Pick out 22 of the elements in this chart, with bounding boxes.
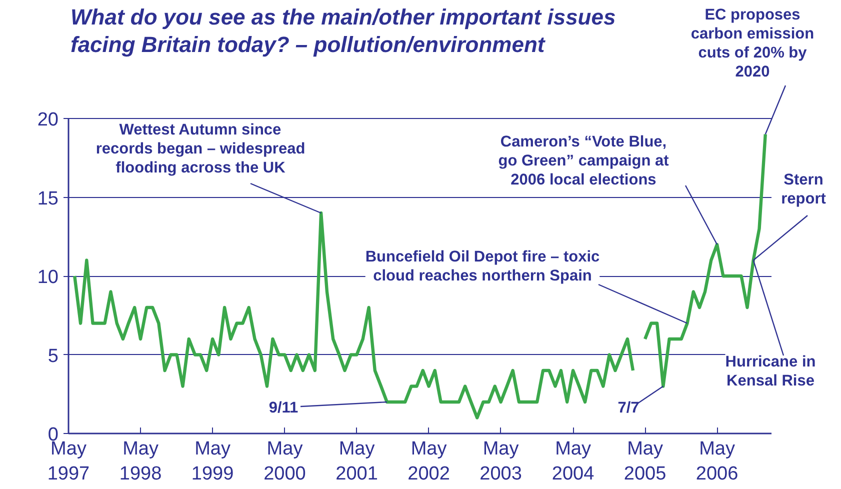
annotation: Cameron’s “Vote Blue, go Green” campaign at 2006 local elections [498, 134, 669, 189]
x-tick-label: May 2001 [336, 438, 378, 485]
x-tick-label: May 2006 [696, 438, 738, 485]
annotation: 9/11 [268, 400, 299, 416]
x-tick-label: May 2004 [552, 438, 595, 485]
annotation: EC proposes carbon emission cuts of 20% by 2020 [690, 6, 814, 81]
annotation: Buncefield Oil Depot fire – toxic cloud reaches northern Spain [365, 248, 600, 285]
annotation: Stern report [781, 172, 826, 208]
x-tick-label: May 2002 [408, 438, 450, 485]
y-tick-label: 5 [48, 346, 59, 367]
x-tick-label: May 2005 [624, 438, 666, 485]
chart-title: What do you see as the main/other important issues facing Britain today? – pollution/environment [70, 4, 616, 57]
annotation: Hurricane in Kensal Rise [725, 354, 816, 390]
y-tick-label: 15 [37, 188, 59, 210]
y-tick-label: 10 [37, 267, 59, 288]
annotation: Wettest Autumn since records began – widespread flooding across the UK [96, 122, 306, 177]
y-tick-label: 20 [37, 110, 59, 130]
x-tick-label: May 1999 [191, 438, 234, 485]
x-tick-label: May 2003 [480, 438, 522, 485]
x-tick-label: May 1998 [119, 438, 162, 485]
x-tick-label: May 2000 [264, 438, 306, 485]
annotation: 7/7 [618, 400, 640, 416]
